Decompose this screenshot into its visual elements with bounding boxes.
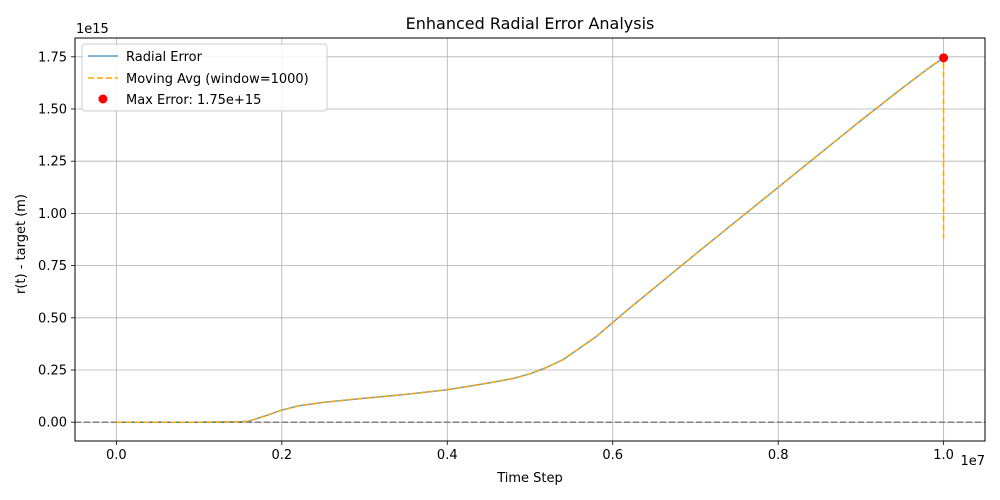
max-point-layer <box>939 53 949 63</box>
y-tick-label: 0.50 <box>38 311 67 326</box>
legend-label-max-error: Max Error: 1.75e+15 <box>126 93 261 108</box>
axes-frame <box>74 37 986 442</box>
legend-swatch-max-error <box>98 94 108 104</box>
x-tick-label: 1.0 <box>933 448 954 463</box>
grid <box>75 38 985 441</box>
x-tick-label: 0.2 <box>271 448 292 463</box>
radial-error-line <box>116 57 945 423</box>
x-axis-label: Time Step <box>496 471 563 486</box>
x-tick-label: 0.6 <box>602 448 623 463</box>
max-error-point <box>939 53 949 63</box>
legend-label-moving-avg: Moving Avg (window=1000) <box>126 72 309 87</box>
y-tick-label: 1.50 <box>38 102 67 117</box>
y-axis-offset-label: 1e15 <box>76 22 109 37</box>
y-axis-label: r(t) - target (m) <box>14 194 29 294</box>
legend: Radial Error Moving Avg (window=1000) Ma… <box>81 43 328 112</box>
x-tick-label: 0.8 <box>768 448 789 463</box>
y-tick-label: 1.75 <box>38 50 67 65</box>
y-tick-label: 1.00 <box>38 207 67 222</box>
x-tick-label: 0.4 <box>437 448 458 463</box>
y-tick-label: 1.25 <box>38 155 67 170</box>
x-axis-offset-label: 1e7 <box>960 454 985 469</box>
y-tick-label: 0.25 <box>38 364 67 379</box>
legend-box <box>81 43 328 112</box>
legend-label-radial-error: Radial Error <box>126 50 203 65</box>
y-tick-label: 0.75 <box>38 259 67 274</box>
moving-average-line <box>116 57 945 423</box>
ticks: 0.0 0.2 0.4 0.6 0.8 1.0 0.00 0.25 0.50 0.75 1.00 1.… <box>38 50 954 463</box>
x-tick-label: 0.0 <box>106 448 127 463</box>
y-tick-label: 0.00 <box>38 416 67 431</box>
chart-title: Enhanced Radial Error Analysis <box>406 14 655 33</box>
series-layer <box>116 57 945 423</box>
